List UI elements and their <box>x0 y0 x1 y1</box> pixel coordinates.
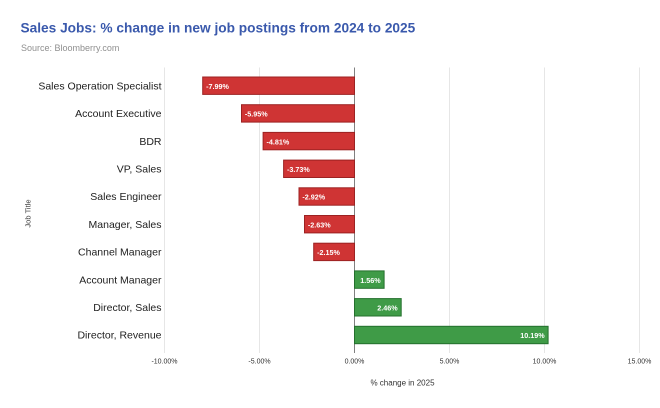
svg-text:Sales Engineer: Sales Engineer <box>90 191 162 203</box>
svg-text:% change in 2025: % change in 2025 <box>370 379 435 388</box>
svg-text:5.00%: 5.00% <box>440 358 460 365</box>
svg-text:-2.92%: -2.92% <box>302 193 325 202</box>
svg-text:Sales Operation Specialist: Sales Operation Specialist <box>38 80 161 92</box>
svg-text:10.00%: 10.00% <box>533 358 557 365</box>
svg-text:Source: Bloomberry.com: Source: Bloomberry.com <box>21 43 119 53</box>
svg-text:BDR: BDR <box>139 136 162 148</box>
svg-text:Manager, Sales: Manager, Sales <box>89 219 162 231</box>
svg-text:Director, Revenue: Director, Revenue <box>77 330 161 342</box>
svg-text:Channel Manager: Channel Manager <box>78 247 162 259</box>
svg-text:2.46%: 2.46% <box>377 304 398 313</box>
svg-text:Job Title: Job Title <box>24 199 33 227</box>
svg-text:-2.15%: -2.15% <box>317 248 340 257</box>
svg-text:Sales Jobs: % change in new jo: Sales Jobs: % change in new job postings… <box>21 20 416 35</box>
svg-text:Account Executive: Account Executive <box>75 108 162 120</box>
svg-text:-2.63%: -2.63% <box>308 220 331 229</box>
svg-text:-5.95%: -5.95% <box>245 110 268 119</box>
svg-text:10.19%: 10.19% <box>520 331 545 340</box>
svg-text:-10.00%: -10.00% <box>151 358 177 365</box>
svg-text:-7.99%: -7.99% <box>206 82 229 91</box>
svg-text:1.56%: 1.56% <box>360 276 381 285</box>
svg-text:15.00%: 15.00% <box>628 358 652 365</box>
svg-text:-4.81%: -4.81% <box>267 137 290 146</box>
svg-text:Director, Sales: Director, Sales <box>93 302 161 314</box>
svg-text:Account Manager: Account Manager <box>79 274 162 286</box>
svg-text:-5.00%: -5.00% <box>248 358 270 365</box>
svg-text:-3.73%: -3.73% <box>287 165 310 174</box>
svg-text:0.00%: 0.00% <box>345 358 365 365</box>
svg-text:VP, Sales: VP, Sales <box>117 164 162 176</box>
